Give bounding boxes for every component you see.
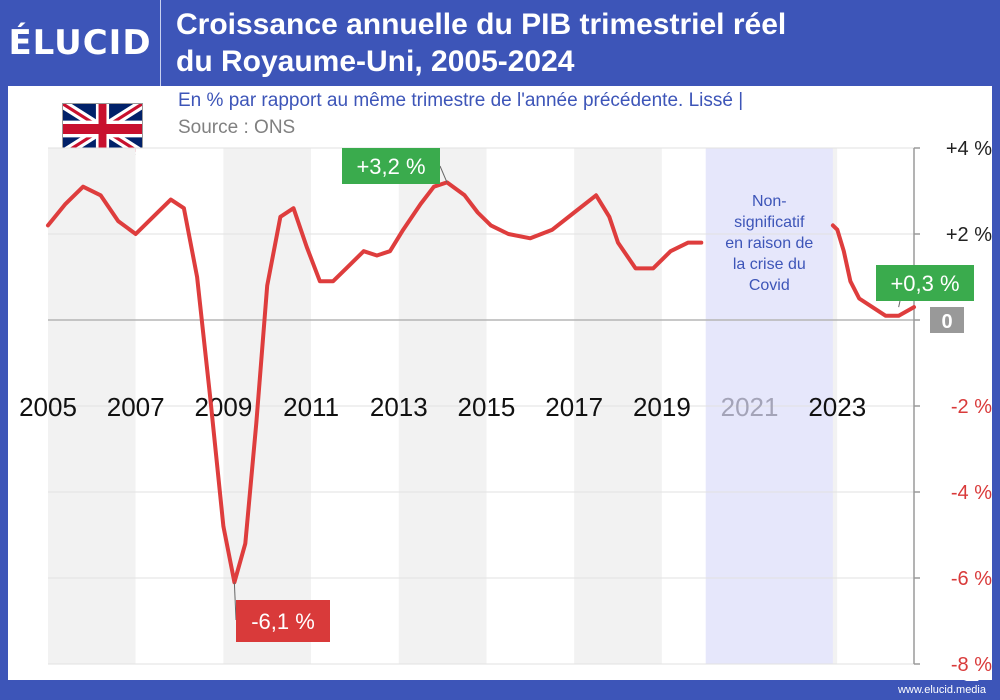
gdp-growth-line xyxy=(830,223,916,318)
annotation-box xyxy=(876,265,974,301)
annotation-label: +0,3 % xyxy=(890,271,959,296)
chart-title: Croissance annuelle du PIB trimestriel r… xyxy=(176,6,976,80)
annotation-label: +3,2 % xyxy=(356,154,425,179)
chart-title-line-2: du Royaume-Uni, 2005-2024 xyxy=(176,45,575,78)
chart-subtitle: En % par rapport au même trimestre de l'… xyxy=(178,90,744,111)
chart-source: Source : ONS xyxy=(178,117,296,138)
annotation-box xyxy=(236,600,330,642)
x-tick-label: 2005 xyxy=(19,392,77,422)
x-tick-label: 2021 xyxy=(721,392,779,422)
y-tick-label: -8 % xyxy=(951,654,992,676)
elucid-arrow-icon xyxy=(964,673,984,681)
x-tick-label: 2023 xyxy=(808,392,866,422)
y-tick-label: -6 % xyxy=(951,568,992,590)
zero-label-box xyxy=(930,307,964,333)
y-tick-label: -4 % xyxy=(951,482,992,504)
x-tick-label: 2009 xyxy=(194,392,252,422)
footer-website: www.elucid.media xyxy=(897,684,986,696)
uk-flag-icon xyxy=(62,103,143,155)
x-tick-label: 2011 xyxy=(283,392,339,422)
header: ÉLUCID Croissance annuelle du PIB trimes… xyxy=(0,0,1000,86)
annotation-leader xyxy=(439,165,448,183)
elucid-logo: ÉLUCID xyxy=(0,0,161,86)
y-tick-label: +4 % xyxy=(946,138,992,160)
x-tick-label: 2015 xyxy=(458,392,516,422)
x-tick-label: 2013 xyxy=(370,392,428,422)
annotation-box xyxy=(342,148,440,184)
x-tick-label: 2017 xyxy=(545,392,603,422)
x-tick-label: 2019 xyxy=(633,392,691,422)
annotation-leader xyxy=(233,582,237,621)
y-tick-label: +2 % xyxy=(946,224,992,246)
chart-title-line-1: Croissance annuelle du PIB trimestriel r… xyxy=(176,8,787,41)
x-tick-label: 2007 xyxy=(107,392,165,422)
annotation-leader xyxy=(898,300,901,308)
covid-region-label: Non-significatif en raison de la crise du C… xyxy=(725,193,813,294)
y-tick-label: 0 xyxy=(941,311,952,333)
y-tick-label: -2 % xyxy=(951,396,992,418)
gdp-growth-line xyxy=(46,180,704,585)
annotation-label: -6,1 % xyxy=(251,609,315,634)
